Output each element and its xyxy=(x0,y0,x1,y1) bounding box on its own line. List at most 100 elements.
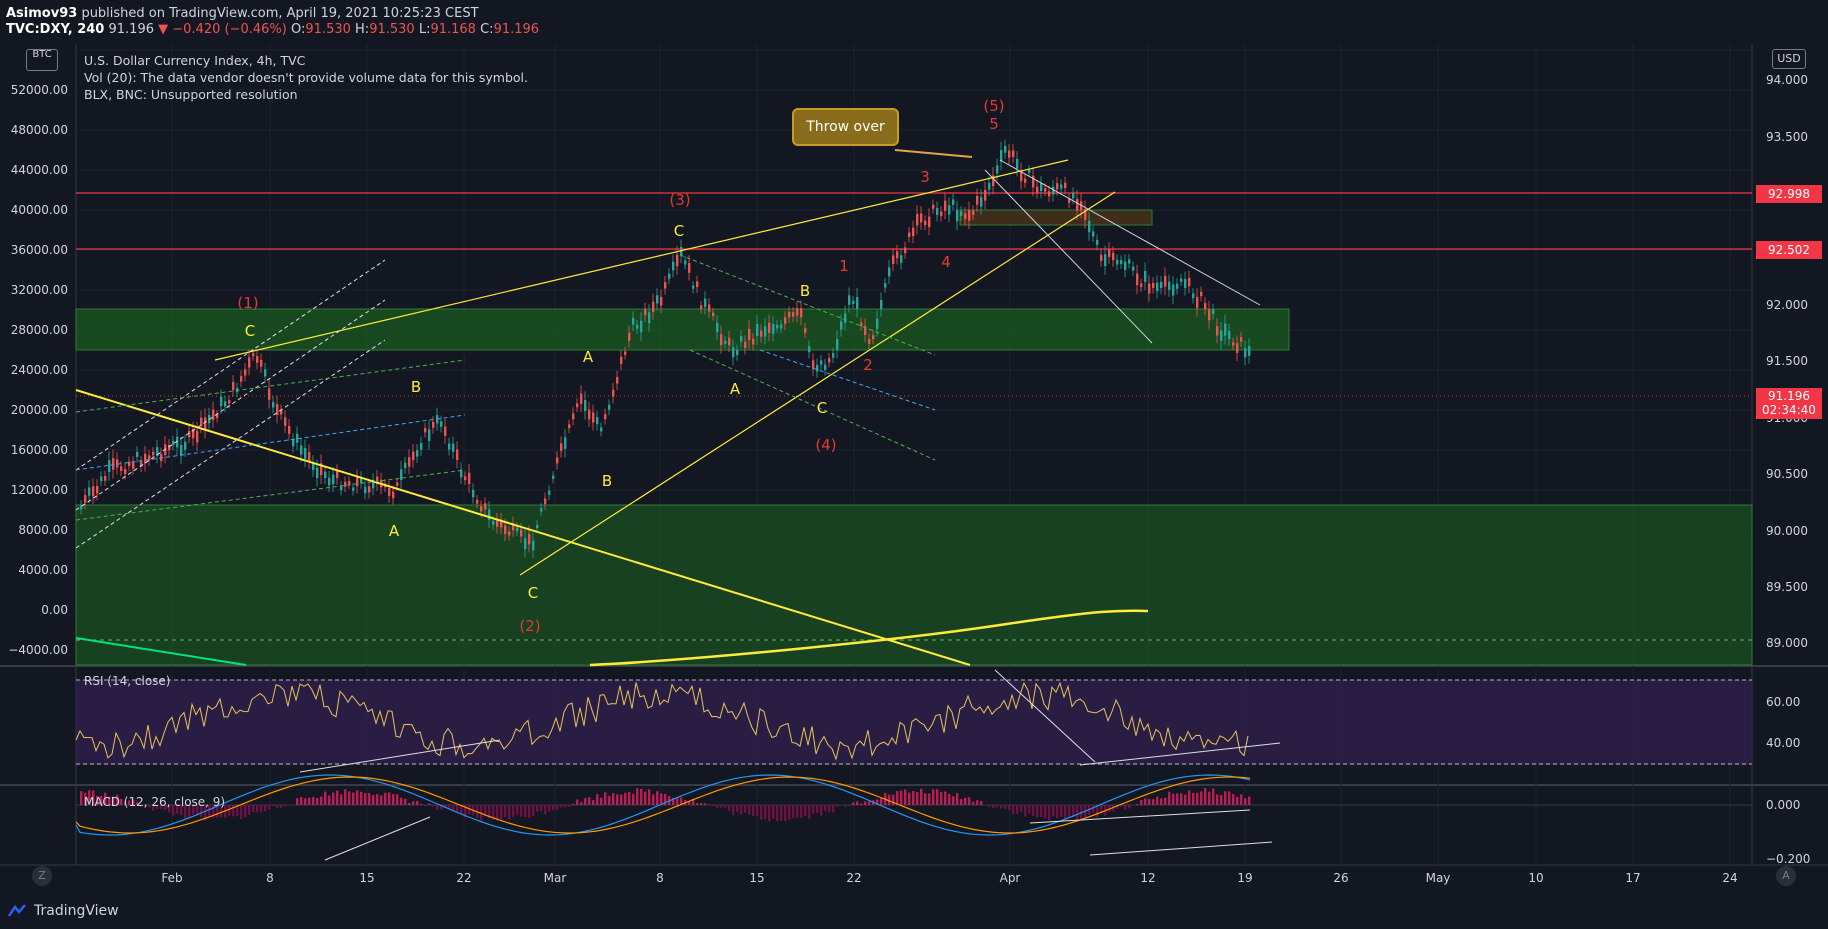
candle-body xyxy=(1208,309,1211,321)
rsi-label[interactable]: RSI (14, close) xyxy=(84,674,171,688)
candle-body xyxy=(136,451,139,457)
candle-body xyxy=(688,263,691,273)
macd-histogram-bar xyxy=(148,805,151,808)
candle-body xyxy=(1124,261,1127,271)
macd-histogram-bar xyxy=(772,805,775,819)
candle-body xyxy=(1008,150,1011,158)
candle-body xyxy=(400,469,403,481)
candle-body xyxy=(200,417,203,426)
candle-body xyxy=(972,210,975,215)
candle-body xyxy=(376,476,379,485)
macd-histogram-bar xyxy=(136,802,139,805)
candle-body xyxy=(188,430,191,438)
symbol-label[interactable]: TVC:DXY, 240 xyxy=(6,22,105,37)
candle-body xyxy=(1072,192,1075,199)
candle-body xyxy=(724,340,727,344)
candle-body xyxy=(448,443,451,450)
macd-label[interactable]: MACD (12, 26, close, 9) xyxy=(84,795,226,809)
macd-histogram-bar xyxy=(444,805,447,809)
candle-body xyxy=(320,463,323,476)
candle-body xyxy=(1092,231,1095,237)
legend-blx[interactable]: BLX, BNC: Unsupported resolution xyxy=(84,87,298,102)
candle-body xyxy=(844,313,847,323)
macd-histogram-bar xyxy=(488,805,491,819)
candle-body xyxy=(672,261,675,271)
macd-histogram-bar xyxy=(916,791,919,805)
left-axis-tick: 24000.00 xyxy=(11,363,68,377)
tradingview-logo[interactable]: TradingView xyxy=(8,903,119,919)
candle-body xyxy=(540,508,543,512)
candle-body xyxy=(196,430,199,443)
macd-histogram-bar xyxy=(168,805,171,813)
wave-label: (5) xyxy=(983,97,1004,115)
left-axis-tick: 52000.00 xyxy=(11,83,68,97)
auto-scale-button[interactable]: A xyxy=(1776,866,1796,886)
macd-histogram-bar xyxy=(660,793,663,805)
candle-body xyxy=(968,209,971,221)
time-axis-tick: 10 xyxy=(1528,871,1543,885)
macd-histogram-bar xyxy=(552,805,555,811)
candle-body xyxy=(1024,178,1027,183)
macd-histogram-bar xyxy=(416,800,419,805)
left-axis-tick: 12000.00 xyxy=(11,483,68,497)
candle-body xyxy=(1232,342,1235,346)
candle-body xyxy=(300,445,303,455)
macd-histogram-bar xyxy=(944,791,947,805)
throw-over-callout[interactable]: Throw over xyxy=(792,108,899,146)
macd-histogram-bar xyxy=(164,805,167,810)
candle-body xyxy=(760,330,763,337)
publisher-name[interactable]: Asimov93 xyxy=(6,6,78,21)
candle-body xyxy=(192,429,195,439)
legend-volume[interactable]: Vol (20): The data vendor doesn't provid… xyxy=(84,70,528,85)
macd-histogram-bar xyxy=(700,802,703,805)
candle-body xyxy=(552,475,555,479)
scale-left-button[interactable]: Z xyxy=(32,866,52,886)
candle-body xyxy=(680,247,683,256)
candle-body xyxy=(344,481,347,487)
time-axis-tick: 17 xyxy=(1625,871,1640,885)
left-axis-tick: 32000.00 xyxy=(11,283,68,297)
candle-body xyxy=(924,220,927,225)
legend-title[interactable]: U.S. Dollar Currency Index, 4h, TVC xyxy=(84,53,306,68)
macd-histogram-bar xyxy=(196,805,199,816)
candle-body xyxy=(816,364,819,372)
rising-support-line xyxy=(519,191,1116,576)
candle-body xyxy=(980,197,983,207)
candle-body xyxy=(288,426,291,434)
candle-body xyxy=(772,324,775,334)
candle-body xyxy=(408,457,411,467)
macd-histogram-bar xyxy=(948,794,951,805)
candle-body xyxy=(812,360,815,369)
macd-histogram-bar xyxy=(860,803,863,805)
left-scale-unit[interactable]: BTC xyxy=(26,49,58,71)
candle-body xyxy=(988,182,991,190)
macd-histogram-bar xyxy=(520,805,523,817)
macd-histogram-bar xyxy=(316,797,319,805)
candle-body xyxy=(388,487,391,496)
macd-histogram-bar xyxy=(1064,805,1067,821)
macd-histogram-bar xyxy=(1016,805,1019,814)
candle-body xyxy=(572,413,575,420)
candle-body xyxy=(492,521,495,525)
macd-histogram-bar xyxy=(288,805,291,806)
candle-body xyxy=(708,304,711,312)
currency-button[interactable]: USD xyxy=(1772,49,1806,69)
macd-histogram-bar xyxy=(216,805,219,818)
macd-histogram-bar xyxy=(424,805,427,807)
left-axis-tick: 0.00 xyxy=(41,603,68,617)
candle-body xyxy=(956,209,959,222)
macd-histogram-bar xyxy=(272,805,275,807)
macd-histogram-bar xyxy=(1140,799,1143,805)
macd-histogram-bar xyxy=(300,796,303,805)
brand-name: TradingView xyxy=(34,903,119,919)
macd-histogram-bar xyxy=(572,803,575,805)
macd-histogram-bar xyxy=(972,801,975,805)
support-zone xyxy=(75,504,1753,666)
macd-histogram-bar xyxy=(712,805,715,807)
right-axis-tick: 90.500 xyxy=(1766,467,1808,481)
time-axis-tick: 12 xyxy=(1140,871,1155,885)
macd-histogram-bar xyxy=(612,793,615,805)
candle-body xyxy=(132,462,135,469)
macd-histogram-bar xyxy=(208,805,211,817)
